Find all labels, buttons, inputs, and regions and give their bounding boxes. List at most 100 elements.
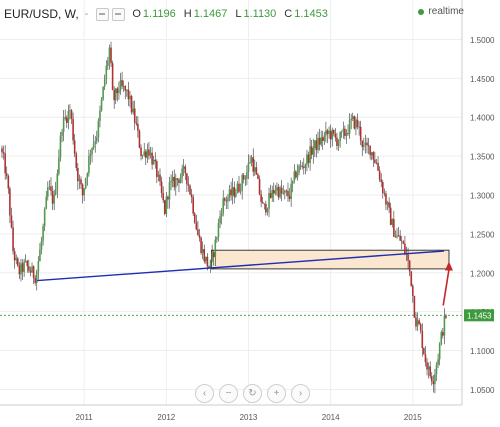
candle-down — [413, 295, 416, 318]
low-label: L — [235, 8, 242, 20]
candle-down — [421, 330, 424, 349]
candle-down — [7, 176, 10, 189]
candle-down — [121, 80, 123, 87]
candle-up — [323, 135, 326, 141]
candle-up — [105, 65, 108, 79]
candle-up — [276, 186, 278, 191]
candle-up — [149, 152, 152, 156]
candle-down — [81, 184, 84, 196]
candle-down — [64, 117, 67, 119]
x-tick-label: 2013 — [240, 413, 258, 422]
reset-chart-button[interactable]: ↻ — [243, 384, 262, 403]
candle-down — [187, 184, 190, 186]
candle-down — [442, 332, 444, 336]
scroll-right-button[interactable]: › — [291, 384, 310, 403]
candle-up — [268, 193, 270, 209]
candle-down — [203, 249, 206, 262]
candle-down — [321, 137, 324, 141]
candle-down — [154, 159, 157, 162]
price-axis[interactable]: 1.5000 1.4500 1.4000 1.3500 1.3000 1.2500 1.20… — [461, 0, 495, 405]
candle-up — [53, 194, 55, 204]
candle-up — [443, 315, 446, 336]
candle-down — [34, 277, 36, 283]
candle-up — [271, 189, 273, 198]
candle-down — [212, 252, 215, 258]
candle-down — [189, 185, 191, 195]
candle-up — [282, 193, 285, 194]
candle-up — [89, 154, 92, 157]
candle-down — [186, 173, 188, 185]
candle-up — [317, 137, 319, 151]
candle-down — [156, 161, 158, 177]
candle-up — [24, 260, 27, 262]
arrow-shaft — [442, 269, 450, 306]
close-value: 1.1453 — [294, 8, 328, 20]
candle-down — [198, 235, 201, 238]
candle-up — [438, 343, 441, 360]
candle-up — [290, 183, 292, 199]
candle-down — [388, 202, 390, 208]
candle-up — [296, 172, 299, 178]
scroll-left-button[interactable]: ‹ — [195, 384, 214, 403]
candle-down — [359, 126, 362, 141]
candle-up — [146, 149, 149, 158]
candle-down — [255, 167, 258, 175]
candle-down — [288, 196, 291, 199]
candle-up — [122, 86, 125, 87]
candle-up — [284, 190, 286, 194]
candle-up — [434, 374, 436, 385]
candle-up — [182, 166, 185, 169]
annotations — [0, 250, 462, 316]
candle-up — [59, 135, 62, 158]
candle-down — [381, 182, 384, 194]
candle-up — [175, 178, 177, 188]
candle-up — [205, 256, 207, 262]
candle-down — [419, 324, 422, 331]
candle-up — [96, 137, 98, 142]
candle-up — [293, 171, 296, 181]
candle-up — [244, 178, 247, 180]
candle-down — [113, 89, 115, 101]
symbol-label[interactable]: EUR/USD, W, — [4, 7, 79, 21]
zoom-out-button[interactable]: − — [219, 384, 238, 403]
candle-up — [143, 151, 146, 156]
candle-up — [31, 266, 33, 273]
low-value: 1.1130 — [243, 8, 277, 20]
candle-up — [108, 47, 111, 61]
candle-down — [51, 190, 54, 204]
hide-series-icon[interactable] — [96, 7, 110, 21]
candle-down — [77, 168, 79, 182]
candle-up — [309, 146, 311, 163]
candle-down — [272, 189, 275, 194]
candle-down — [176, 178, 179, 180]
candle-down — [377, 162, 379, 171]
candle-up — [348, 120, 351, 134]
settings-square-icon[interactable] — [112, 7, 126, 21]
candle-up — [23, 261, 25, 272]
candle-down — [329, 130, 332, 140]
candle-down — [151, 152, 153, 165]
y-tick-label: 1.4000 — [470, 114, 495, 123]
candle-up — [15, 258, 18, 261]
candle-down — [404, 243, 406, 254]
candle-down — [184, 166, 187, 174]
candle-up — [43, 209, 46, 227]
candle-down — [277, 186, 280, 198]
candle-down — [410, 271, 413, 286]
candle-up — [84, 178, 87, 189]
candle-down — [230, 189, 232, 196]
candle-up — [246, 172, 248, 179]
candle-down — [163, 200, 166, 214]
candle-up — [40, 240, 43, 250]
candle-up — [217, 223, 220, 238]
y-tick-label: 1.2500 — [470, 230, 495, 239]
candle-down — [367, 145, 370, 146]
candle-down — [144, 151, 147, 158]
candle-down — [206, 256, 209, 267]
time-axis[interactable]: 2011 2012 2013 2014 2015 — [0, 404, 462, 422]
candle-down — [200, 237, 202, 254]
candle-up — [48, 186, 51, 188]
zoom-in-button[interactable]: + — [267, 384, 286, 403]
candle-down — [412, 285, 414, 296]
